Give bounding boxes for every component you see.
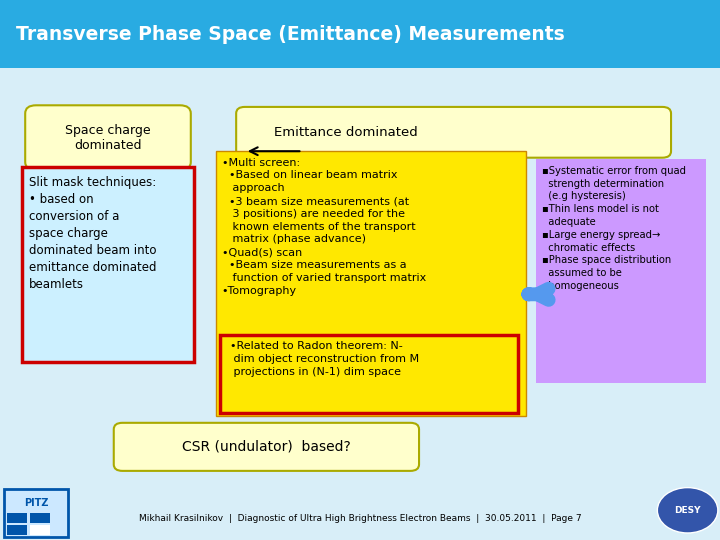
FancyBboxPatch shape [236, 107, 671, 158]
FancyBboxPatch shape [536, 159, 706, 383]
FancyBboxPatch shape [0, 0, 720, 68]
Text: Space charge
dominated: Space charge dominated [66, 124, 150, 152]
FancyBboxPatch shape [114, 423, 419, 471]
FancyBboxPatch shape [7, 525, 27, 535]
Circle shape [657, 488, 718, 533]
FancyBboxPatch shape [22, 167, 194, 362]
Text: ▪Systematic error from quad
  strength determination
  (e.g hysteresis)
▪Thin le: ▪Systematic error from quad strength det… [542, 166, 686, 291]
Text: PITZ: PITZ [24, 498, 48, 508]
Text: DESY: DESY [675, 506, 701, 515]
Text: Transverse Phase Space (Emittance) Measurements: Transverse Phase Space (Emittance) Measu… [16, 24, 564, 44]
Text: CSR (undulator)  based?: CSR (undulator) based? [182, 440, 351, 454]
Text: •Related to Radon theorem: N-
   dim object reconstruction from M
   projections: •Related to Radon theorem: N- dim object… [223, 341, 419, 377]
Text: Emittance dominated: Emittance dominated [274, 126, 418, 139]
FancyBboxPatch shape [220, 335, 518, 413]
FancyBboxPatch shape [25, 105, 191, 170]
FancyBboxPatch shape [7, 513, 27, 523]
FancyBboxPatch shape [30, 525, 50, 535]
Text: Mikhail Krasilnikov  |  Diagnostic of Ultra High Brightness Electron Beams  |  3: Mikhail Krasilnikov | Diagnostic of Ultr… [139, 514, 581, 523]
Text: •Multi screen:
  •Based on linear beam matrix
   approach
  •3 beam size measure: •Multi screen: •Based on linear beam mat… [222, 158, 426, 296]
FancyBboxPatch shape [30, 513, 50, 523]
FancyBboxPatch shape [4, 489, 68, 537]
FancyBboxPatch shape [216, 151, 526, 416]
Text: Slit mask techniques:
• based on
conversion of a
space charge
dominated beam int: Slit mask techniques: • based on convers… [29, 176, 156, 291]
